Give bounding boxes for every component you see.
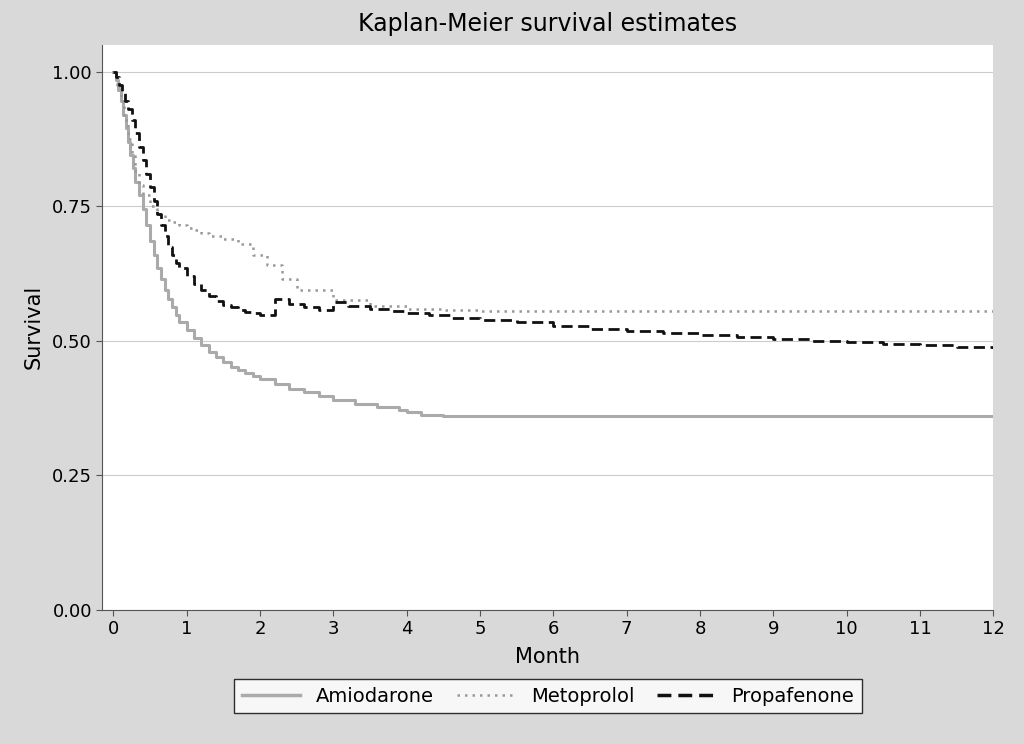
Metoprolol xyxy=(126,150,138,159)
Metoprolol xyxy=(400,304,413,313)
Propafenone xyxy=(113,80,125,89)
Metoprolol xyxy=(841,307,853,315)
Metoprolol xyxy=(159,215,171,224)
Metoprolol xyxy=(188,226,201,235)
Metoprolol xyxy=(767,307,779,315)
Metoprolol xyxy=(291,285,303,294)
Amiodarone xyxy=(987,411,999,420)
Propafenone xyxy=(400,308,413,317)
Metoprolol xyxy=(115,97,127,106)
Metoprolol xyxy=(180,223,193,232)
Metoprolol xyxy=(231,240,244,248)
Metoprolol xyxy=(122,135,134,144)
Propafenone xyxy=(116,89,128,97)
Metoprolol xyxy=(111,80,123,89)
Metoprolol xyxy=(144,202,157,211)
Metoprolol xyxy=(129,167,141,176)
Propafenone xyxy=(386,307,398,315)
Amiodarone xyxy=(108,67,120,76)
Amiodarone xyxy=(268,379,281,388)
Metoprolol xyxy=(203,231,215,240)
Legend: Amiodarone, Metoprolol, Propafenone: Amiodarone, Metoprolol, Propafenone xyxy=(233,679,862,713)
Metoprolol xyxy=(261,261,273,270)
Amiodarone xyxy=(437,411,450,420)
Metoprolol xyxy=(621,307,633,315)
Metoprolol xyxy=(133,180,145,189)
Propafenone xyxy=(210,297,222,306)
Metoprolol xyxy=(275,275,288,283)
Metoprolol xyxy=(584,307,596,315)
Amiodarone xyxy=(247,371,259,380)
Amiodarone xyxy=(147,250,160,259)
Metoprolol xyxy=(437,305,450,314)
Metoprolol xyxy=(328,296,340,305)
Metoprolol xyxy=(196,228,208,237)
Metoprolol xyxy=(217,234,229,243)
Metoprolol xyxy=(173,220,185,229)
Metoprolol xyxy=(152,210,164,219)
Metoprolol xyxy=(511,307,523,315)
Metoprolol xyxy=(166,218,178,227)
Metoprolol xyxy=(108,67,120,76)
Propafenone xyxy=(108,67,120,76)
Metoprolol xyxy=(913,307,926,315)
Metoprolol xyxy=(987,307,999,315)
Metoprolol xyxy=(694,307,707,315)
Metoprolol xyxy=(136,191,148,200)
Metoprolol xyxy=(247,250,259,259)
Title: Kaplan-Meier survival estimates: Kaplan-Meier survival estimates xyxy=(358,12,737,36)
Amiodarone xyxy=(240,369,252,378)
Line: Amiodarone: Amiodarone xyxy=(114,71,993,416)
Line: Propafenone: Propafenone xyxy=(114,71,993,348)
X-axis label: Month: Month xyxy=(515,647,581,667)
Propafenone xyxy=(159,231,171,240)
Y-axis label: Survival: Survival xyxy=(24,285,44,370)
Metoprolol xyxy=(547,307,559,315)
Metoprolol xyxy=(118,115,130,124)
Line: Metoprolol: Metoprolol xyxy=(114,71,993,311)
Metoprolol xyxy=(364,301,376,310)
Amiodarone xyxy=(621,411,633,420)
Metoprolol xyxy=(474,307,486,315)
Propafenone xyxy=(987,344,999,353)
Amiodarone xyxy=(393,405,406,414)
